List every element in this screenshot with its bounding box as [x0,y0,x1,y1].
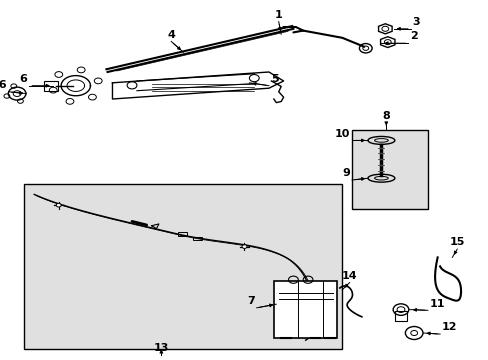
Text: 10: 10 [334,129,349,139]
Bar [24,184,342,349]
Circle shape [303,283,307,286]
Text: 9: 9 [342,168,349,178]
Bar [193,237,202,240]
Text: 3: 3 [412,17,420,27]
Text: 15: 15 [448,237,464,247]
Text: 5: 5 [270,74,278,84]
Text: 2: 2 [409,31,417,41]
Text: 16: 16 [0,80,7,90]
Text: 7: 7 [246,296,254,306]
Text: 8: 8 [382,111,389,121]
Text: 1: 1 [274,10,282,20]
Text: 13: 13 [153,343,169,353]
Bar [44,81,58,91]
Bar [178,232,187,236]
Circle shape [242,245,246,248]
Text: 12: 12 [441,322,457,332]
Text: 4: 4 [167,30,175,40]
Bar [351,130,427,209]
Text: 6: 6 [20,74,27,84]
Circle shape [56,203,61,207]
Text: 14: 14 [341,271,357,281]
Text: 11: 11 [429,298,445,309]
Bar [394,311,406,321]
Bar [273,281,337,338]
